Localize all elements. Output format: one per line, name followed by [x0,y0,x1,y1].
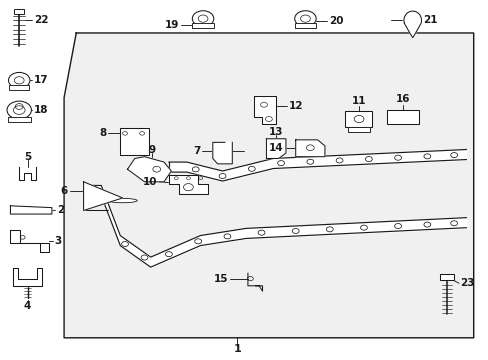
Polygon shape [212,142,232,164]
Text: 6: 6 [61,186,68,196]
Text: 11: 11 [351,96,366,106]
Circle shape [141,255,148,260]
Circle shape [7,101,31,119]
Bar [120,128,149,155]
Circle shape [294,11,316,27]
Circle shape [277,161,284,166]
Circle shape [360,225,366,230]
Circle shape [292,229,299,234]
Text: 22: 22 [34,15,48,26]
Bar [345,111,371,127]
Text: 8: 8 [99,128,106,138]
Polygon shape [10,206,52,214]
Circle shape [194,239,201,244]
Circle shape [306,159,313,164]
Circle shape [450,153,457,158]
Bar [386,110,418,125]
Text: 15: 15 [213,274,228,284]
Polygon shape [266,139,285,158]
Text: 1: 1 [233,344,241,354]
Text: 13: 13 [268,127,283,137]
Text: 10: 10 [143,177,158,187]
Circle shape [192,11,213,27]
Text: 5: 5 [24,152,31,162]
Polygon shape [403,11,421,38]
Circle shape [8,72,30,88]
Text: 2: 2 [57,206,64,216]
Circle shape [450,221,457,226]
Polygon shape [13,268,42,286]
Polygon shape [295,140,325,157]
Circle shape [335,158,342,163]
Text: 19: 19 [165,21,179,31]
Circle shape [258,230,264,235]
Circle shape [394,155,401,160]
Polygon shape [64,33,473,338]
Circle shape [122,242,128,247]
Text: 20: 20 [328,16,343,26]
Circle shape [423,154,430,159]
Text: 23: 23 [460,278,474,288]
Bar [14,9,24,14]
Ellipse shape [108,198,137,203]
Polygon shape [168,175,207,194]
Text: 4: 4 [24,301,31,311]
Text: 12: 12 [288,102,302,112]
Bar [294,23,316,28]
Polygon shape [83,182,122,211]
Circle shape [326,227,332,232]
Text: 14: 14 [268,143,283,153]
Bar [439,274,453,280]
Text: 3: 3 [54,236,61,246]
Text: 16: 16 [395,94,409,104]
Circle shape [165,252,172,257]
Circle shape [248,166,255,171]
Text: 17: 17 [34,75,48,85]
Polygon shape [10,230,49,252]
Circle shape [219,174,225,179]
Bar [192,23,213,28]
Bar [7,117,31,122]
Text: 7: 7 [193,146,200,156]
Polygon shape [254,96,276,125]
Text: 18: 18 [34,105,48,115]
Circle shape [423,222,430,227]
Circle shape [192,167,199,172]
Polygon shape [127,157,171,182]
Bar [347,127,369,132]
Text: 21: 21 [423,15,437,26]
Circle shape [102,198,109,203]
Circle shape [394,224,401,229]
Circle shape [365,157,371,162]
Circle shape [224,234,230,239]
Text: 9: 9 [148,145,155,155]
Bar [9,85,29,90]
